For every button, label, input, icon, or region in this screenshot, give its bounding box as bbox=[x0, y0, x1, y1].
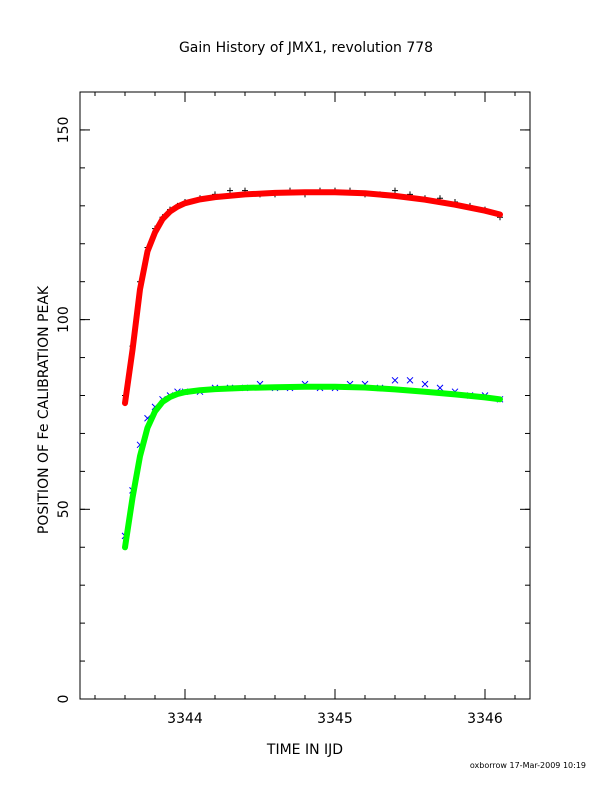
y-tick-label: 150 bbox=[56, 117, 72, 144]
x-tick-label: 3344 bbox=[167, 711, 203, 727]
y-tick-label: 50 bbox=[56, 500, 72, 518]
data-points bbox=[121, 376, 504, 540]
data-point bbox=[421, 380, 429, 388]
x-axis-label: TIME IN IJD bbox=[266, 742, 343, 758]
data-point bbox=[392, 187, 398, 194]
y-axis-label: POSITION OF Fe CALIBRATION PEAK bbox=[36, 285, 52, 534]
series-layer bbox=[121, 187, 504, 551]
data-point bbox=[227, 187, 233, 194]
data-point bbox=[391, 376, 399, 384]
y-tick-label: 100 bbox=[56, 306, 72, 333]
axis-ticks bbox=[80, 91, 530, 700]
x-tick-label: 3345 bbox=[317, 711, 353, 727]
footer-stamp: oxborrow 17-Mar-2009 10:19 bbox=[470, 761, 586, 770]
fit-line bbox=[122, 383, 503, 551]
fit-curve bbox=[122, 189, 503, 407]
data-points bbox=[122, 187, 503, 399]
fit-curve bbox=[122, 383, 503, 551]
chart-title: Gain History of JMX1, revolution 778 bbox=[179, 40, 433, 56]
x-tick-label: 3346 bbox=[467, 711, 503, 727]
tick-labels: 3344 3345 3346 0 50 100 150 bbox=[56, 117, 503, 727]
data-point bbox=[406, 376, 414, 384]
fit-line bbox=[122, 189, 503, 407]
y-tick-label: 0 bbox=[56, 695, 72, 704]
